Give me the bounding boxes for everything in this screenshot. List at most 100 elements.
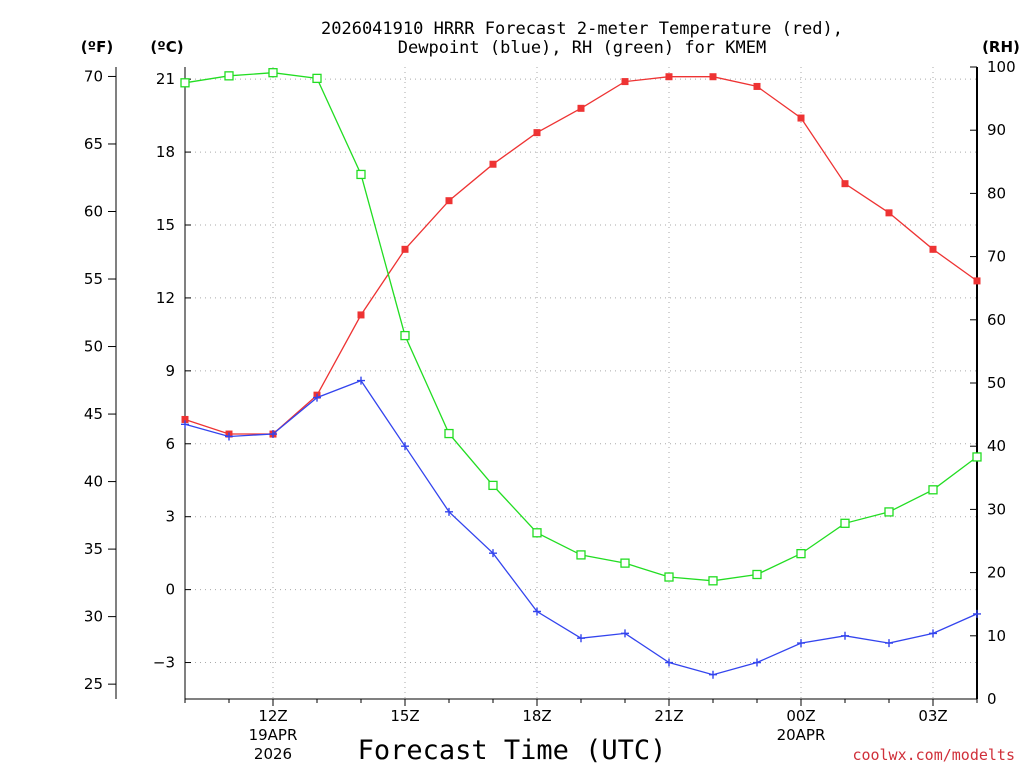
celsius-tick-label: 3 (165, 508, 175, 526)
rh-tick-label: 60 (987, 311, 1006, 329)
x-tick-label: 21Z (654, 707, 683, 725)
celsius-tick-label: 15 (156, 216, 175, 234)
fahrenheit-tick-label: 65 (84, 135, 103, 153)
dewpoint-point (181, 420, 189, 429)
fahrenheit-tick-label: 70 (84, 67, 103, 85)
x-tick-label: 12Z (258, 707, 287, 725)
temperature-point (709, 73, 717, 81)
relative-humidity-point (224, 71, 234, 81)
rh-tick-label: 10 (987, 627, 1006, 645)
temperature-line (184, 76, 978, 435)
dewpoint-point (313, 393, 321, 402)
fahrenheit-unit-label: (ºF) (81, 38, 113, 56)
relative-humidity-point (708, 576, 718, 586)
dewpoint-line (184, 379, 978, 676)
chart-title-line2: Dewpoint (blue), RH (green) for KMEM (398, 38, 766, 58)
relative-humidity-point (488, 480, 498, 491)
relative-humidity-point (444, 428, 454, 439)
x-tick-label: 15Z (390, 707, 419, 725)
temperature-point (753, 82, 761, 90)
x-date-label: 19APR (249, 726, 298, 744)
x-axis-title: Forecast Time (UTC) (358, 735, 667, 766)
rh-tick-label: 20 (987, 564, 1006, 582)
source-credit: coolwx.com/modelts (852, 746, 1015, 764)
rh-tick-label: 40 (987, 437, 1006, 455)
fahrenheit-tick-label: 45 (84, 405, 103, 423)
relative-humidity-point (312, 73, 322, 84)
fahrenheit-tick-label: 55 (84, 270, 103, 288)
x-tick-label: 00Z (786, 707, 815, 725)
fahrenheit-tick-label: 30 (84, 608, 103, 626)
dewpoint-point (489, 549, 497, 558)
temperature-point (577, 104, 585, 112)
relative-humidity-point (576, 550, 586, 560)
relative-humidity-point (620, 558, 630, 568)
data-series (180, 68, 982, 679)
relative-humidity-point (928, 485, 938, 495)
dewpoint-point (665, 658, 673, 667)
celsius-unit-label: (ºC) (150, 38, 183, 56)
celsius-tick-label: 6 (165, 435, 175, 453)
rh-tick-label: 0 (987, 690, 997, 708)
dewpoint-point (533, 607, 541, 616)
relative-humidity-point (356, 169, 366, 180)
dewpoint-point (797, 639, 805, 648)
temperature-point (973, 277, 981, 285)
celsius-tick-label: 9 (165, 362, 175, 380)
temperature-point (841, 180, 849, 188)
celsius-tick-label: 21 (156, 70, 175, 88)
rh-unit-label: (RH) (982, 38, 1020, 56)
rh-tick-label: 100 (987, 58, 1016, 76)
relative-humidity-point (972, 452, 982, 462)
celsius-tick-label: 12 (156, 289, 175, 307)
rh-tick-label: 30 (987, 500, 1006, 518)
dewpoint-point (577, 634, 585, 643)
relative-humidity-point (840, 518, 850, 528)
x-tick-label: 03Z (918, 707, 947, 725)
rh-tick-label: 70 (987, 248, 1006, 266)
dewpoint-point (885, 639, 893, 648)
x-year-label: 2026 (254, 745, 292, 763)
relative-humidity-point (268, 68, 278, 78)
fahrenheit-tick-label: 40 (84, 473, 103, 491)
fahrenheit-tick-label: 25 (84, 675, 103, 693)
x-tick-label: 18Z (522, 707, 551, 725)
dewpoint-point (445, 507, 453, 516)
dewpoint-point (621, 629, 629, 638)
fahrenheit-tick-label: 35 (84, 540, 103, 558)
celsius-tick-label: 18 (156, 143, 175, 161)
celsius-tick-label: 0 (165, 581, 175, 599)
temperature-point (621, 78, 629, 86)
rh-tick-label: 50 (987, 374, 1006, 392)
dewpoint-point (753, 658, 761, 667)
fahrenheit-tick-label: 60 (84, 202, 103, 220)
temperature-point (533, 129, 541, 137)
relative-humidity-point (400, 330, 410, 341)
relative-humidity-point (532, 528, 542, 538)
temperature-point (665, 73, 673, 81)
dewpoint-point (269, 430, 277, 439)
dewpoint-point (929, 629, 937, 638)
dewpoint-point (401, 442, 409, 451)
relative-humidity-point (796, 548, 806, 559)
relative-humidity-point (180, 78, 190, 88)
dewpoint-point (357, 376, 365, 385)
relative-humidity-point (752, 569, 762, 580)
temperature-point (797, 114, 805, 122)
rh-tick-label: 90 (987, 121, 1006, 139)
dewpoint-point (709, 670, 717, 679)
relative-humidity-line (184, 72, 978, 582)
chart-title-line1: 2026041910 HRRR Forecast 2-meter Tempera… (321, 19, 843, 39)
x-date-label: 20APR (777, 726, 826, 744)
temperature-point (357, 311, 365, 319)
temperature-point (929, 245, 937, 253)
celsius-tick-label: −3 (153, 654, 175, 672)
temperature-point (181, 415, 189, 423)
temperature-point (401, 245, 409, 253)
grid-lines (185, 67, 977, 699)
fahrenheit-tick-label: 50 (84, 338, 103, 356)
temperature-point (445, 197, 453, 205)
relative-humidity-point (664, 572, 674, 582)
